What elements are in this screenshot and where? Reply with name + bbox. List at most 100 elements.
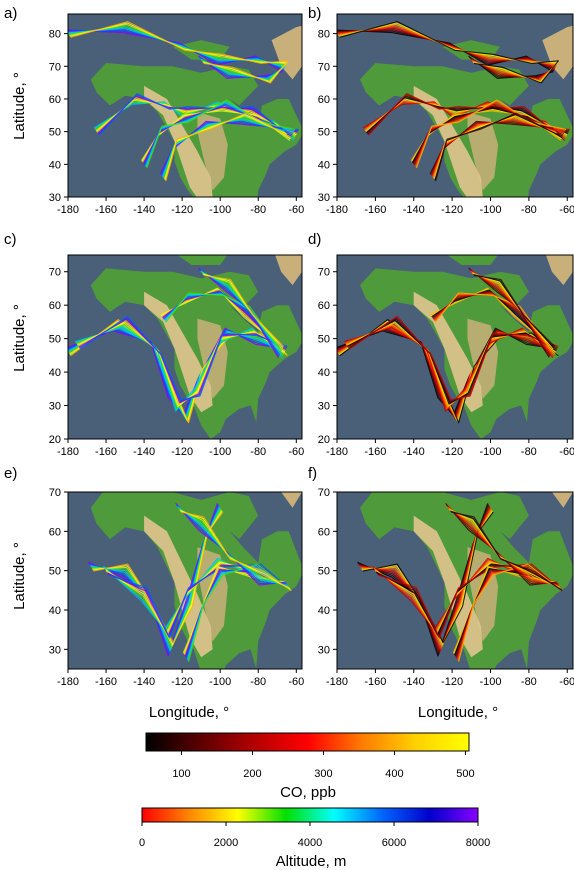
x-tick-label: -120 bbox=[441, 676, 463, 688]
y-axis-title-row3: Latitude, ° bbox=[11, 542, 28, 610]
greenland-landmass bbox=[271, 25, 302, 80]
map-panel: -180 -160 -140 -120 -100 -80 -60 30 40 50 60 70 80 b) bbox=[308, 5, 574, 216]
x-tick-label: -140 bbox=[133, 676, 155, 688]
trajectory-line bbox=[435, 292, 552, 350]
trajectory-line bbox=[337, 29, 555, 79]
y-tick-label: 50 bbox=[49, 334, 61, 346]
y-tick-label: 40 bbox=[49, 605, 61, 617]
greenland-landmass bbox=[275, 255, 302, 286]
panel-label: b) bbox=[308, 5, 321, 22]
trajectory-line bbox=[188, 563, 292, 662]
trajectory-line bbox=[468, 267, 550, 358]
trajectory-line bbox=[68, 27, 285, 79]
trajectory-line bbox=[450, 511, 563, 592]
x-axis-title-right: Longitude, ° bbox=[418, 704, 498, 721]
y-tick-label: 70 bbox=[318, 61, 330, 73]
y-tick-label: 40 bbox=[49, 367, 61, 379]
trajectory-line bbox=[180, 511, 292, 592]
map-panel: -180 -160 -140 -120 -100 -80 -60 30 40 50 60 70f) bbox=[308, 461, 574, 688]
x-tick-label: -120 bbox=[441, 204, 463, 216]
land-mass bbox=[360, 268, 573, 439]
trajectory-line bbox=[337, 26, 557, 80]
x-tick-label: -160 bbox=[95, 446, 117, 458]
y-tick-label: 30 bbox=[318, 192, 330, 204]
mountain-terrain bbox=[413, 291, 483, 413]
co-colorbar-tick-label: 200 bbox=[243, 768, 261, 780]
y-tick-label: 50 bbox=[318, 127, 330, 139]
trajectory-line bbox=[348, 315, 559, 401]
co-colorbar-tick-label: 400 bbox=[385, 768, 403, 780]
x-tick-label: -120 bbox=[171, 204, 193, 216]
panel-frame bbox=[336, 13, 574, 198]
y-tick-label: 50 bbox=[49, 566, 61, 578]
arctic-island bbox=[443, 461, 501, 485]
y-tick-label: 60 bbox=[318, 526, 330, 538]
y-tick-label: 30 bbox=[318, 401, 330, 413]
y-tick-label: 70 bbox=[318, 487, 330, 499]
land-mass bbox=[90, 268, 302, 439]
greenland-landmass bbox=[545, 255, 573, 286]
x-tick-label: -60 bbox=[559, 676, 574, 688]
x-tick-label: -100 bbox=[209, 204, 231, 216]
x-tick-label: -80 bbox=[250, 446, 266, 458]
trajectory-line bbox=[198, 267, 279, 358]
x-tick-label: -120 bbox=[441, 446, 463, 458]
y-tick-label: 30 bbox=[49, 644, 61, 656]
x-tick-label: -100 bbox=[479, 204, 501, 216]
trajectory-line bbox=[165, 112, 288, 182]
x-tick-label: -140 bbox=[403, 204, 425, 216]
x-tick-label: -60 bbox=[559, 446, 574, 458]
greenland-landmass bbox=[551, 492, 573, 508]
y-axis-title-row2: Latitude, ° bbox=[11, 304, 28, 372]
plains-terrain bbox=[197, 112, 228, 191]
greenland-landmass bbox=[542, 25, 573, 80]
y-tick-label: 30 bbox=[49, 192, 61, 204]
trajectory-line bbox=[203, 274, 285, 347]
co-colorbar-tick-label: 300 bbox=[314, 768, 332, 780]
y-tick-label: 40 bbox=[318, 159, 330, 171]
greenland-landmass bbox=[281, 492, 302, 508]
x-tick-label: -160 bbox=[364, 676, 386, 688]
mountain-terrain bbox=[144, 291, 213, 413]
panel-label: c) bbox=[4, 231, 17, 248]
altitude-colorbar-tick-label: 6000 bbox=[382, 837, 406, 849]
y-tick-label: 70 bbox=[49, 487, 61, 499]
x-tick-label: -140 bbox=[403, 676, 425, 688]
y-tick-label: 70 bbox=[49, 267, 61, 279]
panel-frame bbox=[67, 491, 303, 670]
trajectory-line bbox=[339, 21, 559, 84]
panel-label: a) bbox=[4, 5, 17, 22]
x-tick-label: -180 bbox=[57, 204, 79, 216]
y-tick-label: 50 bbox=[318, 566, 330, 578]
trajectory-line bbox=[165, 292, 281, 350]
arctic-island bbox=[447, 255, 498, 265]
x-tick-label: -100 bbox=[479, 676, 501, 688]
co-colorbar-tick-label: 100 bbox=[172, 768, 190, 780]
trajectory-line bbox=[337, 27, 556, 79]
trajectory-line bbox=[69, 23, 287, 82]
y-tick-label: 50 bbox=[318, 334, 330, 346]
trajectory-line bbox=[68, 25, 287, 81]
trajectory-line bbox=[68, 30, 284, 78]
x-tick-label: -180 bbox=[57, 446, 79, 458]
y-tick-label: 40 bbox=[318, 605, 330, 617]
altitude-colorbar-tick-label: 2000 bbox=[214, 837, 238, 849]
y-tick-label: 50 bbox=[49, 127, 61, 139]
trajectory-line bbox=[79, 315, 288, 401]
x-tick-label: -180 bbox=[326, 676, 348, 688]
x-tick-label: -100 bbox=[479, 446, 501, 458]
panel-frame bbox=[336, 491, 574, 670]
altitude-colorbar-title: Altitude, m bbox=[276, 853, 347, 870]
trajectory-line bbox=[108, 563, 292, 639]
map-panel: -180 -160 -140 -120 -100 -80 -60 30 40 50 60 70 e) bbox=[4, 461, 304, 688]
altitude-colorbar bbox=[141, 807, 479, 823]
x-tick-label: -160 bbox=[95, 204, 117, 216]
altitude-colorbar-tick-label: 8000 bbox=[466, 837, 490, 849]
x-tick-label: -60 bbox=[288, 204, 304, 216]
map-panel: -180 -160 -140 -120 -100 -80 -60 20 30 40 50 60 70 d) bbox=[308, 231, 574, 458]
y-tick-label: 80 bbox=[49, 29, 61, 41]
arctic-island bbox=[173, 461, 230, 485]
trajectory-line bbox=[338, 23, 558, 82]
y-tick-label: 40 bbox=[49, 159, 61, 171]
